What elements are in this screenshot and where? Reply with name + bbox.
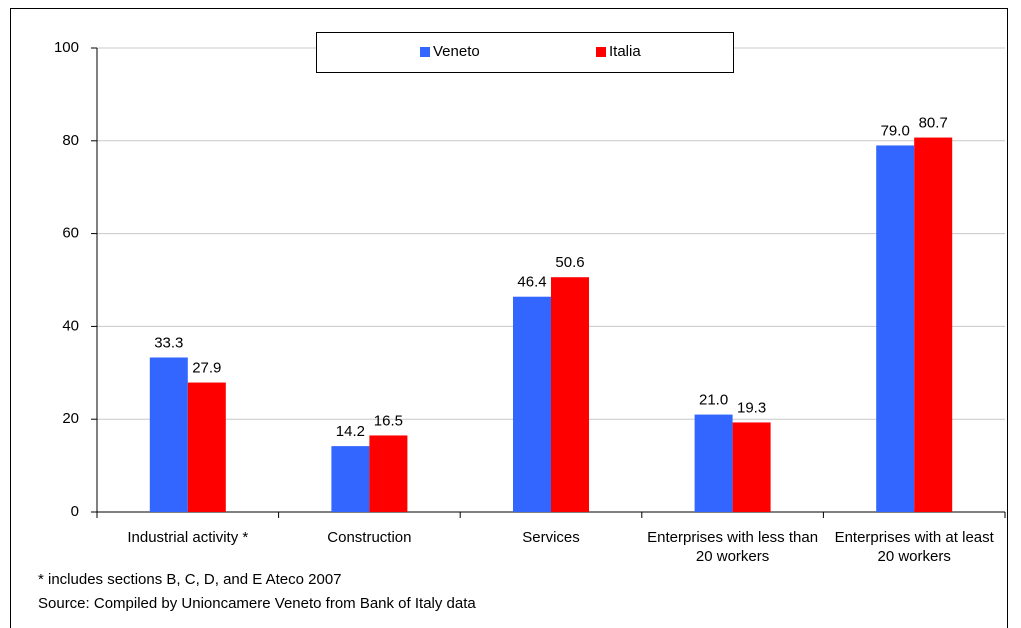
x-tick-label: Enterprises with at least 20 workers bbox=[834, 529, 994, 565]
data-label: 50.6 bbox=[555, 254, 584, 271]
data-label: 46.4 bbox=[517, 274, 546, 291]
data-label: 80.7 bbox=[919, 115, 948, 132]
legend-label: Veneto bbox=[433, 43, 480, 60]
x-tick-label-box: Services bbox=[522, 529, 580, 546]
y-tick-label: 0 bbox=[71, 503, 79, 520]
data-label: 27.9 bbox=[192, 360, 221, 377]
bar bbox=[914, 137, 953, 512]
x-tick-label-box: Enterprises with at least 20 workers bbox=[834, 529, 994, 565]
data-label: 79.0 bbox=[881, 122, 910, 139]
data-label: 16.5 bbox=[374, 412, 403, 429]
data-label: 19.3 bbox=[737, 399, 766, 416]
x-tick-label-box: Enterprises with less than 20 workers bbox=[647, 529, 819, 565]
y-tick-label: 100 bbox=[54, 39, 79, 56]
source: Source: Compiled by Unioncamere Veneto f… bbox=[38, 595, 476, 612]
data-label: 21.0 bbox=[699, 392, 728, 409]
bar bbox=[551, 277, 589, 512]
bar bbox=[694, 414, 733, 512]
bar bbox=[369, 435, 408, 512]
y-tick-label: 20 bbox=[62, 410, 79, 427]
bar bbox=[513, 296, 551, 512]
legend-label: Italia bbox=[609, 43, 641, 60]
data-label: 33.3 bbox=[154, 334, 183, 351]
data-label: 14.2 bbox=[336, 423, 365, 440]
legend-box bbox=[316, 32, 734, 73]
x-tick-label-box: Industrial activity * bbox=[127, 529, 249, 546]
y-tick-label: 80 bbox=[62, 132, 79, 149]
x-tick-label-box: Construction bbox=[327, 529, 412, 546]
legend-swatch bbox=[420, 47, 430, 57]
bar bbox=[149, 357, 188, 512]
footnote: * includes sections B, C, D, and E Ateco… bbox=[38, 571, 342, 588]
x-tick-label: Industrial activity * bbox=[127, 529, 249, 546]
x-tick-label: Construction bbox=[327, 529, 412, 546]
chart-frame bbox=[10, 8, 1008, 628]
bar bbox=[732, 422, 771, 512]
bar bbox=[876, 145, 915, 512]
y-tick-label: 60 bbox=[62, 225, 79, 242]
x-tick-label: Services bbox=[522, 529, 580, 546]
bar bbox=[331, 446, 370, 512]
x-tick-label: Enterprises with less than 20 workers bbox=[647, 529, 819, 565]
y-tick-label: 40 bbox=[62, 317, 79, 334]
legend-swatch bbox=[596, 47, 606, 57]
bar bbox=[187, 382, 226, 512]
